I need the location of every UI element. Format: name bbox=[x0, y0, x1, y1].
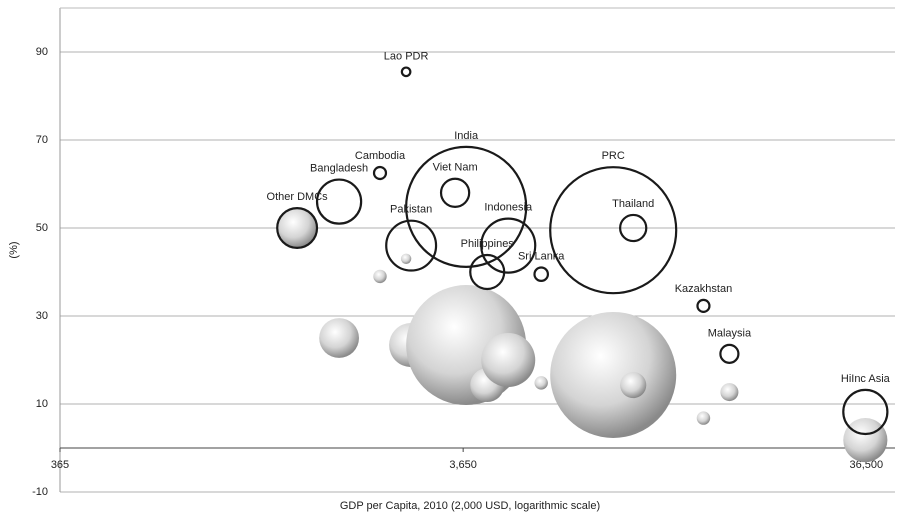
bubble-label: Other DMCs bbox=[267, 191, 329, 203]
bubble bbox=[720, 383, 739, 402]
y-tick-label: 70 bbox=[36, 134, 48, 146]
bubble bbox=[533, 266, 550, 283]
bubble bbox=[480, 217, 537, 274]
bubble bbox=[696, 298, 711, 313]
y-tick-label: -10 bbox=[32, 486, 48, 498]
bubble bbox=[696, 411, 711, 425]
bubble bbox=[439, 177, 471, 208]
bubble bbox=[405, 145, 528, 268]
bubble-label: Bangladesh bbox=[310, 162, 368, 174]
bubble-label: Kazakhstan bbox=[675, 283, 732, 295]
bubble bbox=[276, 207, 319, 249]
bubble bbox=[719, 343, 740, 364]
bubble bbox=[842, 388, 889, 436]
x-tick-label: 36,500 bbox=[849, 459, 883, 471]
bubble bbox=[469, 253, 506, 291]
bubble bbox=[400, 253, 412, 264]
bubble-label: Cambodia bbox=[355, 150, 406, 162]
bubble bbox=[550, 311, 677, 438]
bubble-label: Thailand bbox=[612, 198, 654, 210]
bubble bbox=[315, 178, 363, 225]
bubble-label: Philippines bbox=[461, 238, 515, 250]
bubble bbox=[549, 166, 678, 295]
bubble-label: Malaysia bbox=[708, 328, 752, 340]
bubble bbox=[319, 318, 359, 358]
x-tick-label: 3,650 bbox=[449, 459, 477, 471]
bubble bbox=[277, 208, 318, 248]
y-tick-label: 50 bbox=[36, 222, 48, 234]
bubble-label: Viet Nam bbox=[433, 162, 478, 174]
bubble bbox=[385, 219, 438, 272]
y-tick-label: 10 bbox=[36, 398, 48, 410]
y-tick-label: 90 bbox=[36, 46, 48, 58]
bubble-label: Pakistan bbox=[390, 204, 432, 216]
bubble bbox=[843, 418, 888, 463]
bubble-label: HiInc Asia bbox=[841, 373, 891, 385]
bubble bbox=[620, 372, 647, 399]
y-axis-label: (%) bbox=[8, 241, 20, 258]
bubble-label: Lao PDR bbox=[384, 50, 429, 62]
x-axis-label: GDP per Capita, 2010 (2,000 USD, logarit… bbox=[340, 500, 600, 512]
y-tick-label: 30 bbox=[36, 310, 48, 322]
bubble bbox=[481, 333, 536, 387]
bubble bbox=[373, 269, 387, 284]
bubble-label: PRC bbox=[602, 150, 625, 162]
bubble-label: Indonesia bbox=[484, 202, 533, 214]
bubble-label: India bbox=[454, 130, 479, 142]
bubble bbox=[619, 213, 648, 243]
x-tick-label: 365 bbox=[51, 459, 69, 471]
bubble bbox=[400, 66, 412, 78]
bubble bbox=[372, 165, 388, 181]
bubble bbox=[534, 376, 548, 390]
